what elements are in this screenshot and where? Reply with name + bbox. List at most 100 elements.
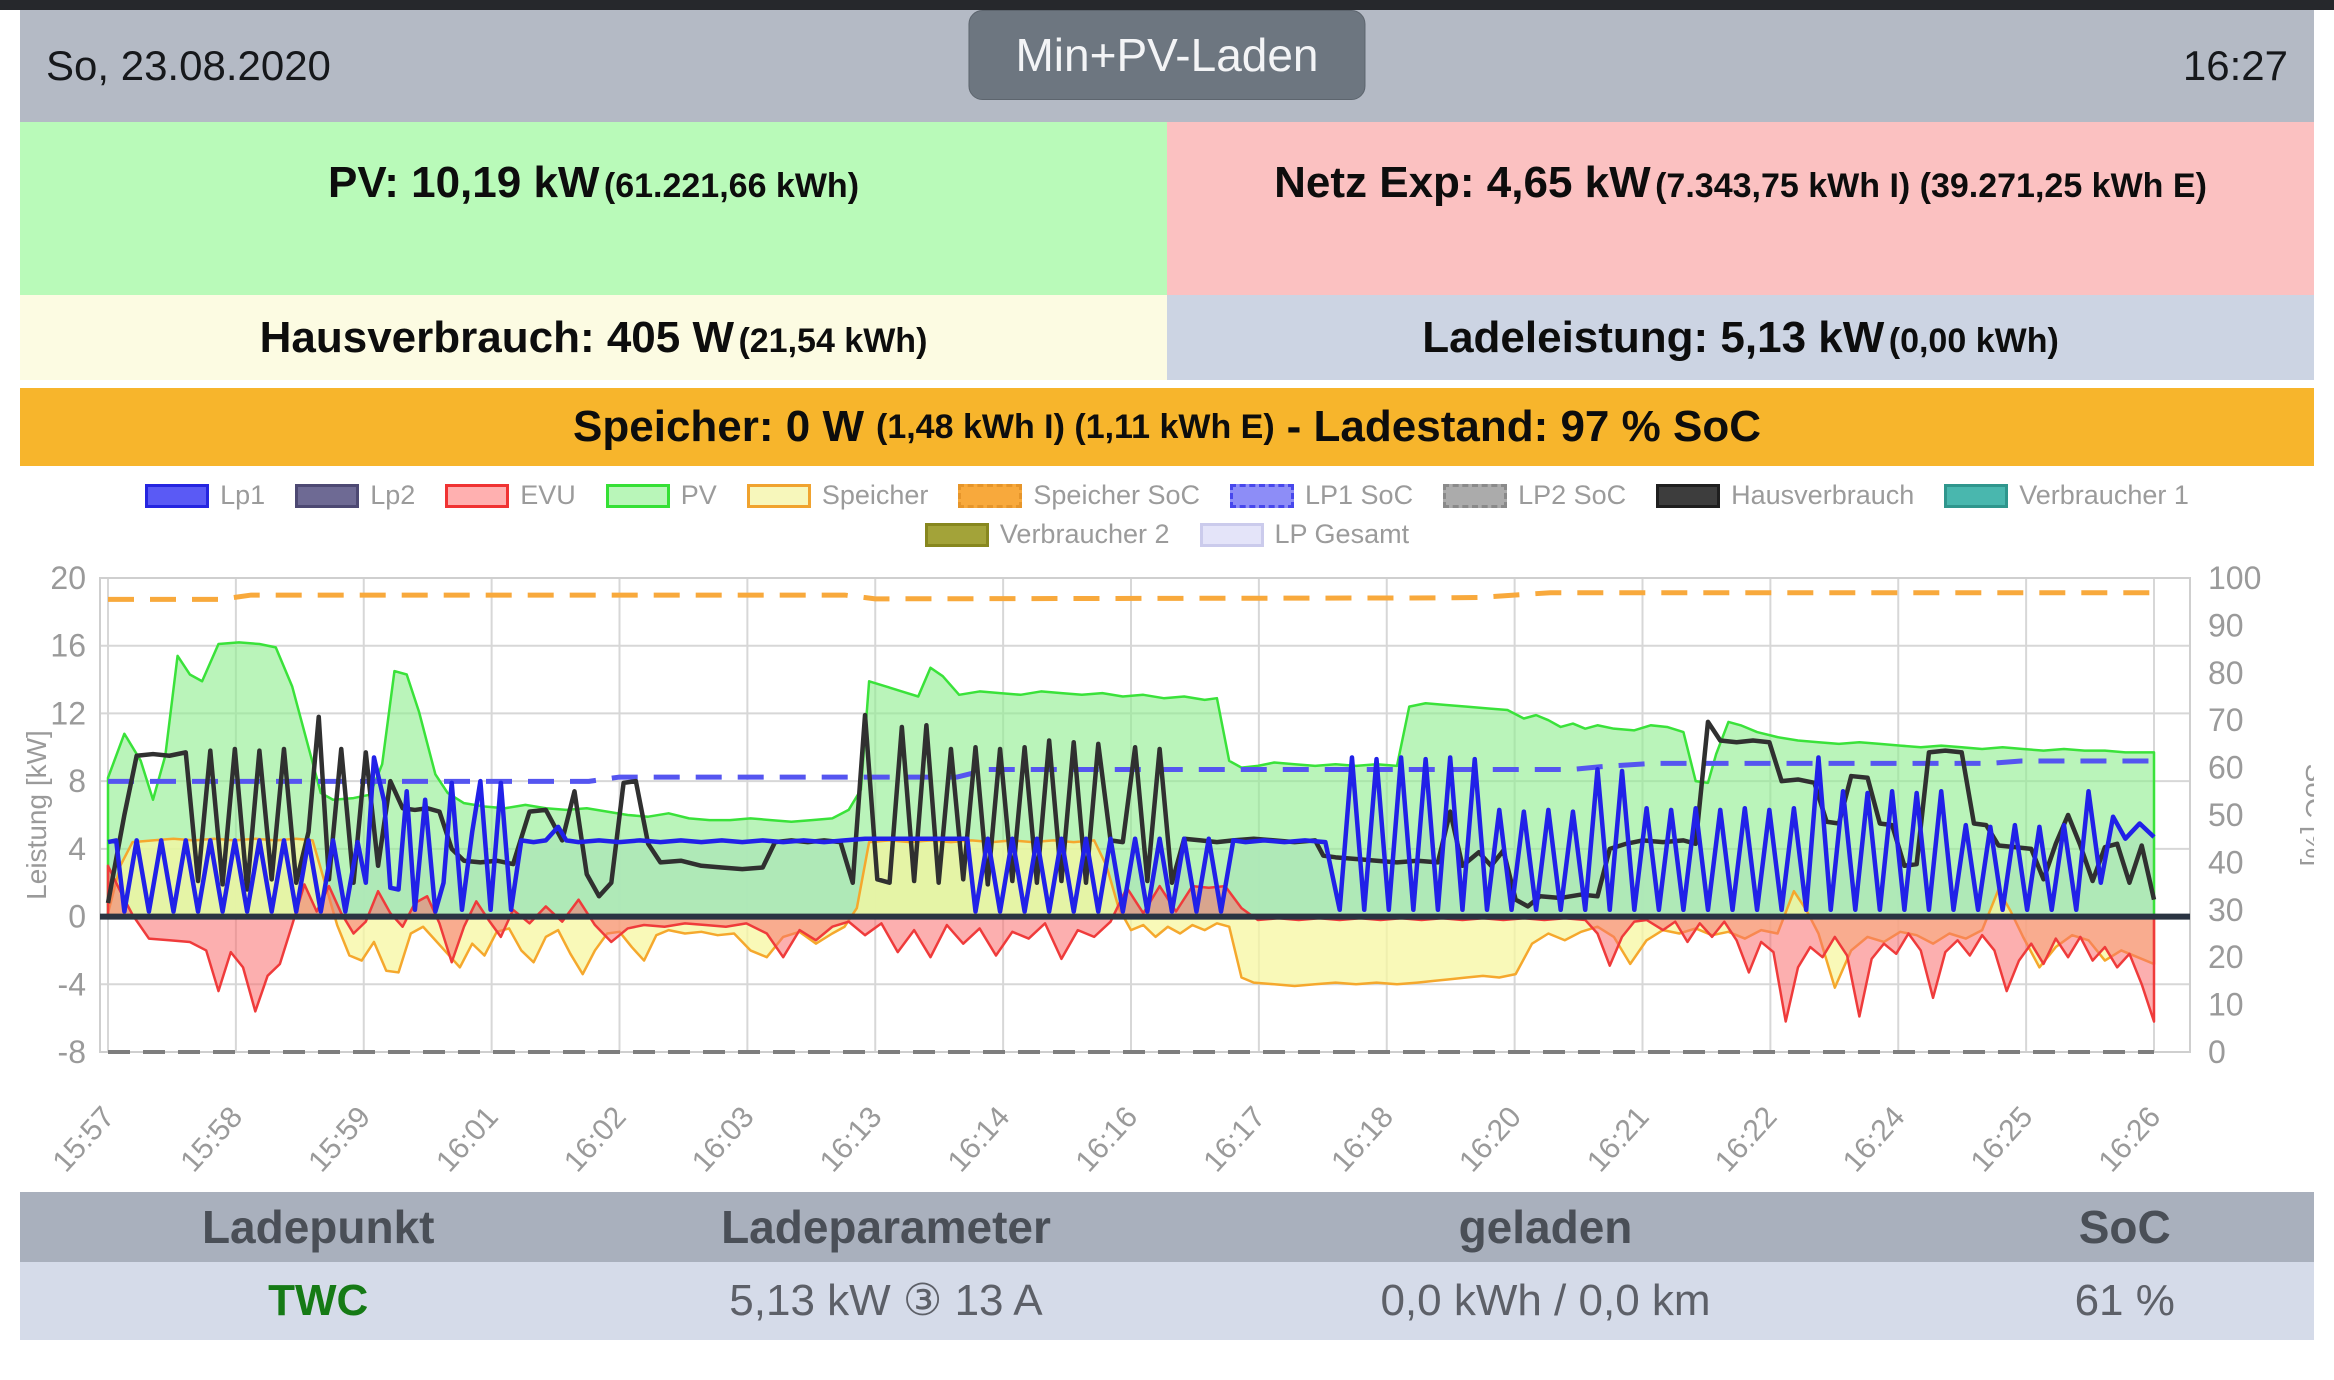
legend-label: Hausverbrauch <box>1731 480 1915 510</box>
pv-energy: (61.221,66 kWh) <box>603 167 860 205</box>
legend-label: LP Gesamt <box>1274 519 1410 549</box>
tile-charge-power: Ladeleistung: 5,13 kW (0,00 kWh) <box>1167 295 2314 380</box>
svg-text:15:57: 15:57 <box>46 1101 121 1179</box>
cell-soc: 61 % <box>1935 1262 2314 1340</box>
svg-text:16:22: 16:22 <box>1709 1101 1784 1179</box>
svg-text:16:17: 16:17 <box>1197 1101 1272 1179</box>
svg-text:20: 20 <box>50 560 86 596</box>
col-header-soc: SoC <box>1935 1192 2314 1262</box>
battery-energy: (1,48 kWh I) (1,11 kWh E) <box>876 407 1275 446</box>
charge-mode-button[interactable]: Min+PV-Laden <box>968 10 1366 100</box>
legend-row-1: Lp1 Lp2 EVU PV Speicher Speicher SoC LP1 SoC LP… <box>130 480 2204 511</box>
svg-text:SoC [%]: SoC [%] <box>2300 764 2314 867</box>
legend-item-speicher-soc[interactable]: Speicher SoC <box>958 480 1200 511</box>
legend-item-verbraucher-1[interactable]: Verbraucher 1 <box>1944 480 2189 511</box>
svg-text:60: 60 <box>2208 750 2244 786</box>
svg-text:16:25: 16:25 <box>1965 1101 2040 1179</box>
tile-pv: PV: 10,19 kW (61.221,66 kWh) <box>20 122 1167 295</box>
house-energy: (21,54 kWh) <box>738 322 928 360</box>
col-header-geladen: geladen <box>1155 1192 1936 1262</box>
legend-swatch-icon <box>924 522 989 547</box>
legend-swatch-icon <box>605 483 670 508</box>
charge-value: Ladeleistung: 5,13 kW <box>1422 313 1885 362</box>
legend-label: Verbraucher 1 <box>2019 480 2189 510</box>
charge-energy: (0,00 kWh) <box>1888 322 2059 360</box>
legend-item-hausverbrauch[interactable]: Hausverbrauch <box>1656 480 1914 511</box>
svg-text:Leistung [kW]: Leistung [kW] <box>21 730 52 900</box>
time-label: 16:27 <box>2182 42 2288 89</box>
svg-text:16:18: 16:18 <box>1325 1101 1400 1179</box>
legend-label: Speicher <box>821 480 929 510</box>
grid-energy: (7.343,75 kWh I) (39.271,25 kWh E) <box>1655 167 2207 205</box>
svg-text:10: 10 <box>2208 987 2244 1023</box>
legend-swatch-icon <box>1443 483 1508 508</box>
legend-item-lp1[interactable]: Lp1 <box>145 480 265 511</box>
svg-text:16:20: 16:20 <box>1453 1101 1528 1179</box>
date-label: So, 23.08.2020 <box>46 42 331 89</box>
chart-legend: Lp1 Lp2 EVU PV Speicher Speicher SoC LP1 SoC LP… <box>0 480 2334 550</box>
legend-label: Lp2 <box>370 480 416 510</box>
chargepoint-table: Ladepunkt Ladeparameter geladen SoC TWC … <box>20 1192 2314 1340</box>
svg-text:0: 0 <box>68 899 86 935</box>
svg-text:0: 0 <box>2208 1034 2226 1070</box>
legend-label: Speicher SoC <box>1033 480 1200 510</box>
svg-text:100: 100 <box>2208 560 2261 596</box>
svg-text:90: 90 <box>2208 607 2244 643</box>
svg-text:4: 4 <box>68 831 86 867</box>
top-strip <box>0 0 2334 10</box>
battery-soc: - Ladestand: 97 % SoC <box>1286 402 1761 451</box>
legend-swatch-icon <box>145 483 210 508</box>
tile-house-consumption: Hausverbrauch: 405 W (21,54 kWh) <box>20 295 1167 380</box>
house-value: Hausverbrauch: 405 W <box>259 313 734 362</box>
legend-item-lp2-soc[interactable]: LP2 SoC <box>1443 480 1626 511</box>
svg-text:20: 20 <box>2208 939 2244 975</box>
cell-ladeparameter: 5,13 kW ③ 13 A <box>616 1262 1156 1340</box>
legend-label: Lp1 <box>220 480 266 510</box>
legend-label: EVU <box>520 480 576 510</box>
svg-text:16:14: 16:14 <box>942 1101 1017 1179</box>
legend-row-2: Verbraucher 2 LP Gesamt <box>910 519 1424 550</box>
svg-text:12: 12 <box>50 695 86 731</box>
legend-item-verbraucher-2[interactable]: Verbraucher 2 <box>924 519 1170 550</box>
legend-item-lp2[interactable]: Lp2 <box>295 480 415 511</box>
legend-item-pv[interactable]: PV <box>605 480 717 511</box>
svg-text:16:26: 16:26 <box>2092 1101 2167 1179</box>
chart-section: Lp1 Lp2 EVU PV Speicher Speicher SoC LP1 SoC LP… <box>0 480 2334 1192</box>
battery-status-bar: Speicher: 0 W (1,48 kWh I) (1,11 kWh E) … <box>20 388 2314 466</box>
header-bar: So, 23.08.2020 Min+PV-Laden 16:27 <box>20 10 2314 122</box>
svg-text:15:58: 15:58 <box>174 1101 249 1179</box>
tile-grid-export: Netz Exp: 4,65 kW (7.343,75 kWh I) (39.2… <box>1167 122 2314 295</box>
legend-item-evu[interactable]: EVU <box>445 480 576 511</box>
legend-swatch-icon <box>746 483 811 508</box>
svg-text:16:24: 16:24 <box>1837 1101 1912 1179</box>
svg-text:16:16: 16:16 <box>1069 1101 1144 1179</box>
legend-label: LP2 SoC <box>1518 480 1627 510</box>
legend-label: PV <box>680 480 717 510</box>
legend-swatch-icon <box>295 483 360 508</box>
svg-text:16: 16 <box>50 628 86 664</box>
legend-item-speicher[interactable]: Speicher <box>746 480 929 511</box>
cell-geladen: 0,0 kWh / 0,0 km <box>1155 1262 1936 1340</box>
svg-text:16:13: 16:13 <box>814 1101 889 1179</box>
legend-swatch-icon <box>1656 483 1721 508</box>
legend-swatch-icon <box>958 483 1023 508</box>
legend-item-lp-gesamt[interactable]: LP Gesamt <box>1199 519 1410 550</box>
svg-text:50: 50 <box>2208 797 2244 833</box>
col-header-ladeparameter: Ladeparameter <box>616 1192 1156 1262</box>
svg-text:-8: -8 <box>58 1034 86 1070</box>
pv-value: PV: 10,19 kW <box>327 158 600 207</box>
svg-text:8: 8 <box>68 763 86 799</box>
svg-text:16:02: 16:02 <box>558 1101 633 1179</box>
legend-swatch-icon <box>1944 483 2009 508</box>
svg-text:-4: -4 <box>58 966 86 1002</box>
legend-item-lp1-soc[interactable]: LP1 SoC <box>1230 480 1413 511</box>
status-tiles: PV: 10,19 kW (61.221,66 kWh) Netz Exp: 4… <box>20 122 2314 380</box>
svg-text:16:03: 16:03 <box>686 1101 761 1179</box>
svg-text:40: 40 <box>2208 844 2244 880</box>
legend-swatch-icon <box>1199 522 1264 547</box>
legend-swatch-icon <box>1230 483 1294 508</box>
svg-text:15:59: 15:59 <box>302 1101 377 1179</box>
grid-value: Netz Exp: 4,65 kW <box>1274 158 1651 207</box>
col-header-ladepunkt: Ladepunkt <box>20 1192 617 1262</box>
